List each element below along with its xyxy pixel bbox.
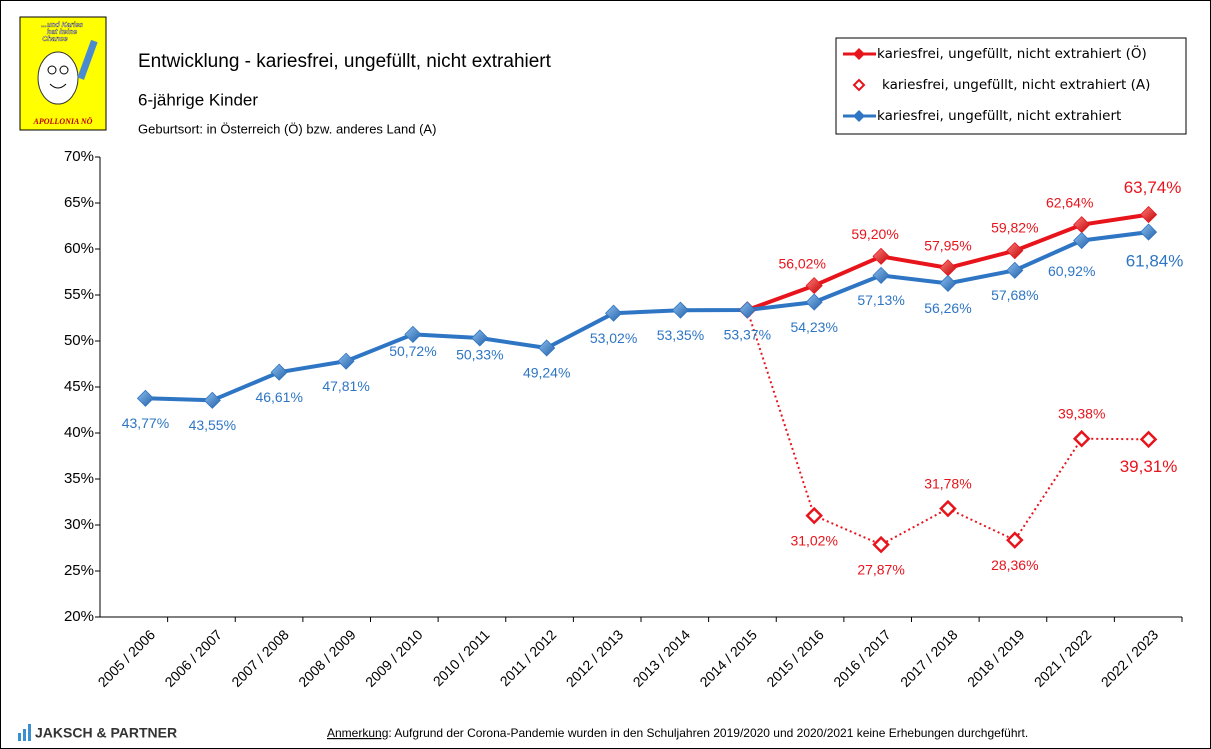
logo-mouth — [49, 83, 67, 89]
point — [805, 293, 823, 311]
data-label: 59,20% — [851, 226, 898, 242]
chart-subtitle: 6-jährige Kinder — [138, 90, 258, 109]
data-label: 53,37% — [724, 327, 771, 343]
data-label: 56,02% — [778, 255, 825, 271]
legend-label: kariesfrei, ungefüllt, nicht extrahiert — [877, 108, 1121, 124]
y-tick-label: 60% — [64, 240, 94, 257]
legend-marker — [853, 110, 865, 122]
legend-label: kariesfrei, ungefüllt, nicht extrahiert … — [882, 77, 1150, 93]
point — [872, 247, 890, 265]
point — [1006, 242, 1024, 260]
y-tick-label: 40% — [64, 424, 94, 441]
data-label: 43,55% — [189, 417, 236, 433]
chart-note: Geburtsort: in Österreich (Ö) bzw. ander… — [138, 121, 436, 136]
footer-note-label: Anmerkung — [327, 726, 388, 740]
data-label: 27,87% — [857, 561, 904, 577]
point — [872, 535, 890, 554]
data-label: 59,82% — [991, 219, 1038, 235]
logo-text: ...und Karies — [41, 22, 83, 29]
footer-logo — [18, 733, 21, 741]
point — [203, 391, 221, 409]
point — [538, 339, 556, 357]
point — [738, 301, 756, 319]
logo-brush — [77, 39, 98, 80]
data-label: 53,35% — [657, 327, 704, 343]
y-tick-label: 45% — [64, 378, 94, 395]
point — [1072, 429, 1091, 448]
data-label: 31,02% — [790, 532, 837, 548]
point — [471, 329, 489, 347]
data-label: 57,95% — [924, 238, 971, 254]
data-label: 28,36% — [991, 557, 1038, 573]
data-label: 39,38% — [1058, 405, 1105, 421]
y-tick-label: 55% — [64, 286, 94, 303]
logo-tooth — [37, 51, 79, 105]
data-label: 53,02% — [590, 330, 637, 346]
data-label: 63,74% — [1124, 178, 1182, 197]
y-tick-label: 70% — [64, 148, 94, 165]
footer-company: JAKSCH & PARTNER — [35, 725, 177, 741]
footer: JAKSCH & PARTNER Anmerkung: Aufgrund der… — [18, 724, 1028, 741]
point — [805, 506, 823, 525]
data-label: 57,13% — [857, 292, 904, 308]
data-label: 49,24% — [523, 365, 570, 381]
point — [1073, 231, 1091, 250]
footer-note: Anmerkung: Aufgrund der Corona-Pandemie … — [327, 726, 1028, 740]
point — [1006, 531, 1024, 549]
footer-logo — [28, 724, 31, 741]
point — [270, 363, 288, 381]
point — [872, 266, 890, 284]
footer-logo — [23, 729, 26, 741]
point — [604, 304, 623, 322]
point — [671, 301, 690, 319]
data-label: 50,72% — [389, 343, 436, 359]
y-tick-label: 35% — [64, 470, 94, 487]
data-label: 50,33% — [456, 347, 503, 363]
y-tick-label: 50% — [64, 332, 94, 349]
data-label: 47,81% — [322, 378, 369, 394]
logo-eye — [59, 65, 69, 75]
data-label: 60,92% — [1048, 263, 1095, 279]
legend-box — [835, 37, 1187, 135]
y-tick-label: 30% — [64, 516, 94, 533]
y-tick-label: 20% — [64, 608, 94, 625]
point — [136, 389, 155, 407]
data-label: 56,26% — [924, 300, 971, 316]
point — [1006, 261, 1024, 279]
legend-marker — [852, 78, 866, 92]
legend-label: kariesfrei, ungefüllt, nicht extrahiert … — [877, 44, 1147, 62]
logo-brand: APOLLONIA NÖ — [33, 117, 93, 126]
data-label: 31,78% — [924, 475, 971, 491]
logo-eye — [47, 65, 57, 75]
footer-note-text: : Aufgrund der Corona-Pandemie wurden in… — [388, 726, 1028, 740]
data-label: 46,61% — [255, 389, 302, 405]
data-label: 43,77% — [122, 415, 169, 431]
data-label: 62,64% — [1046, 194, 1093, 210]
data-label: 39,31% — [1120, 457, 1178, 476]
y-tick-label: 65% — [64, 194, 94, 211]
data-label: 61,84% — [1126, 252, 1184, 271]
point — [939, 274, 957, 292]
chart-title: Entwicklung - kariesfrei, ungefüllt, nic… — [138, 51, 552, 72]
data-label: 57,68% — [991, 287, 1038, 303]
point — [404, 325, 422, 343]
point — [1139, 223, 1158, 241]
series-line — [145, 230, 1149, 403]
legend-marker — [853, 48, 865, 60]
data-label: 54,23% — [790, 319, 837, 335]
logo-text: hat keine — [47, 29, 77, 36]
logo: ...und Karies hat keine Chance APOLLONIA… — [19, 16, 107, 131]
y-tick-label: 25% — [64, 562, 94, 579]
point — [337, 352, 355, 370]
point — [1139, 206, 1158, 224]
logo-text: Chance — [42, 36, 67, 43]
point — [939, 499, 957, 518]
point — [1139, 430, 1158, 449]
